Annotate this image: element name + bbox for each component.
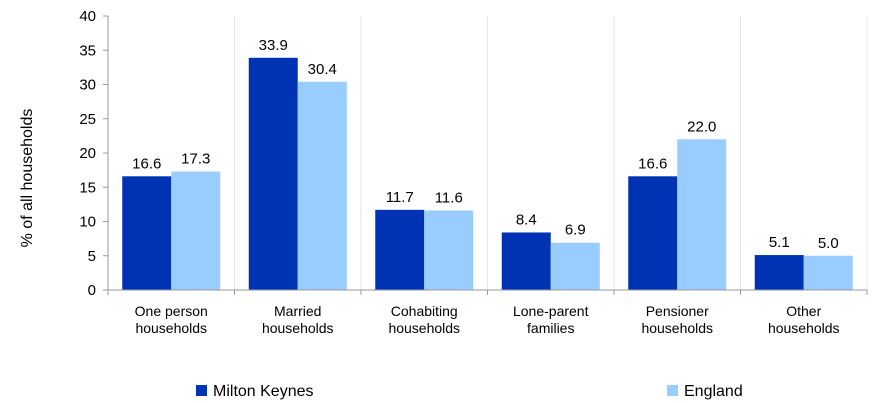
y-tick-label: 25 bbox=[79, 111, 96, 128]
bar bbox=[297, 81, 347, 290]
bar bbox=[375, 209, 425, 290]
legend-label-england: England bbox=[684, 383, 743, 400]
bar bbox=[754, 255, 804, 290]
category-label: households bbox=[388, 320, 460, 336]
legend: Milton Keynes England bbox=[196, 383, 743, 400]
legend-swatch-milton-keynes bbox=[196, 385, 207, 396]
data-label: 11.7 bbox=[386, 189, 414, 206]
bar bbox=[628, 176, 678, 290]
bar bbox=[171, 171, 221, 290]
y-axis-title: % of all households bbox=[19, 109, 36, 248]
bar bbox=[550, 242, 600, 290]
category-label: households bbox=[135, 320, 207, 336]
category-label: families bbox=[527, 320, 574, 336]
category-label: households bbox=[262, 320, 334, 336]
category-label: Married bbox=[274, 303, 321, 319]
category-label: households bbox=[768, 320, 840, 336]
data-label: 11.6 bbox=[435, 190, 463, 207]
data-label: 17.3 bbox=[181, 150, 210, 167]
data-label: 30.4 bbox=[308, 61, 337, 78]
gridlines bbox=[234, 16, 868, 290]
legend-swatch-england bbox=[667, 385, 678, 396]
data-label: 5.1 bbox=[769, 234, 790, 251]
category-label: households bbox=[641, 320, 713, 336]
bar bbox=[677, 139, 727, 290]
data-label: 22.0 bbox=[687, 118, 716, 135]
bar bbox=[803, 255, 853, 290]
data-label: 16.6 bbox=[132, 155, 161, 172]
y-tick-label: 30 bbox=[79, 77, 96, 94]
y-tick-label: 15 bbox=[79, 179, 96, 196]
bar bbox=[248, 57, 298, 290]
category-label: One person bbox=[135, 303, 208, 319]
legend-label-milton-keynes: Milton Keynes bbox=[213, 383, 314, 400]
y-tick-label: 40 bbox=[79, 8, 96, 25]
bar bbox=[424, 210, 474, 290]
y-tick-label: 20 bbox=[79, 145, 96, 162]
category-label: Other bbox=[786, 303, 821, 319]
y-tick-label: 35 bbox=[79, 42, 96, 59]
y-tick-label: 5 bbox=[88, 248, 96, 265]
category-label: Lone-parent bbox=[513, 303, 589, 319]
bar bbox=[501, 232, 551, 290]
y-tick-labels: 0 5 10 15 20 25 30 35 40 bbox=[79, 8, 96, 299]
data-label: 5.0 bbox=[818, 235, 839, 252]
bar bbox=[122, 176, 172, 290]
legend-item-milton-keynes: Milton Keynes bbox=[196, 383, 314, 400]
data-label: 16.6 bbox=[638, 155, 667, 172]
bars bbox=[122, 57, 853, 290]
data-label: 6.9 bbox=[565, 222, 586, 239]
legend-item-england: England bbox=[667, 383, 743, 400]
category-label: Cohabiting bbox=[391, 303, 458, 319]
axes bbox=[103, 15, 868, 295]
category-label: Pensioner bbox=[646, 303, 709, 319]
y-tick-label: 10 bbox=[79, 214, 96, 231]
data-label: 33.9 bbox=[259, 37, 288, 54]
y-tick-label: 0 bbox=[88, 282, 96, 299]
category-labels: One personhouseholdsMarriedhouseholdsCoh… bbox=[135, 303, 840, 336]
data-label: 8.4 bbox=[516, 211, 537, 228]
data-labels: 16.6 17.3 33.9 30.4 11.7 11.6 8.4 6.9 16.6 22.0 5.… bbox=[132, 37, 839, 252]
